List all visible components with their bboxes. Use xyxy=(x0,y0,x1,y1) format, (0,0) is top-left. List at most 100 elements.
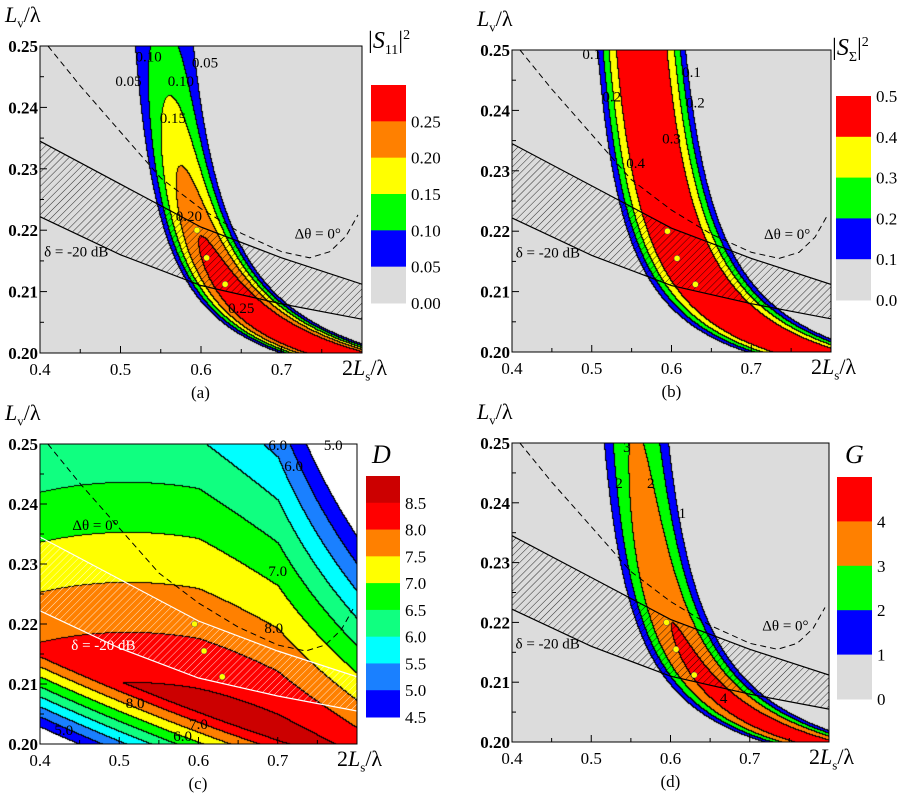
contour-label: 0.2 xyxy=(602,89,621,105)
colorbar-segment xyxy=(837,610,872,656)
x-tick-label: 0.6 xyxy=(661,359,682,378)
y-tick-label: 0.22 xyxy=(480,613,510,632)
contour-label: 0.1 xyxy=(682,65,701,81)
y-label-var: L xyxy=(5,400,18,425)
colorbar-segment xyxy=(837,521,872,567)
contour-field xyxy=(512,443,829,742)
contour-label: 6.0 xyxy=(173,729,192,745)
x-tick-label: 0.7 xyxy=(741,359,763,378)
colorbar-segment xyxy=(371,85,406,122)
marked-point xyxy=(673,255,681,262)
y-axis-label: Lv/λ xyxy=(477,399,513,428)
delta-20db-band xyxy=(40,141,362,320)
colorbar-segment xyxy=(371,194,406,231)
x-tick-label: 0.6 xyxy=(660,749,681,768)
y-label-var: L xyxy=(477,6,490,31)
marked-point xyxy=(691,671,698,679)
x-label-var: L xyxy=(348,746,361,771)
colorbar-title: D xyxy=(372,440,391,470)
x-label-pre: 2 xyxy=(809,744,820,769)
colorbar-label: 4.5 xyxy=(405,708,426,727)
marked-point xyxy=(664,227,671,235)
y-tick-label: 0.21 xyxy=(8,675,38,694)
contour-label: 7.0 xyxy=(268,564,287,580)
colorbar-segment xyxy=(836,96,871,138)
contour-label: 0.05 xyxy=(115,74,141,90)
contour-label: 7.0 xyxy=(189,717,208,733)
y-label-var: L xyxy=(477,399,490,424)
contour-label: 8.0 xyxy=(264,621,283,637)
colorbar-segment xyxy=(371,266,406,304)
y-tick-label: 0.21 xyxy=(480,673,510,692)
colorbar-label: 5.5 xyxy=(405,654,426,673)
y-tick-label: 0.21 xyxy=(8,283,38,302)
y-tick-label: 0.23 xyxy=(8,555,38,574)
colorbar-title-var: G xyxy=(845,440,864,469)
colorbar-label: 0.2 xyxy=(876,209,897,228)
colorbar-label: 3 xyxy=(877,557,886,576)
y-tick-label: 0.25 xyxy=(8,435,38,454)
y-tick-label: 0.23 xyxy=(480,162,510,181)
contour-label: 6.0 xyxy=(268,438,287,454)
curve-label: Δθ = 0° xyxy=(72,518,118,534)
colorbar-segment xyxy=(366,583,400,611)
contour-label: 0.4 xyxy=(626,156,645,172)
colorbar-label: 0.00 xyxy=(411,294,441,313)
delta-theta-zero-curve xyxy=(47,444,354,652)
y-tick-label: 0.22 xyxy=(480,222,510,241)
colorbar-segment xyxy=(837,477,872,522)
band-label: δ = -20 dB xyxy=(516,245,580,261)
colorbar-segment xyxy=(366,609,400,638)
colorbar-segment xyxy=(836,218,871,260)
x-tick-label: 0.7 xyxy=(739,749,761,768)
colorbar-title-sub: 11 xyxy=(384,42,399,58)
delta-20db-band xyxy=(40,537,357,711)
panel-caption: (c) xyxy=(188,774,208,793)
y-label-sub: v xyxy=(489,412,496,428)
colorbar-label: 1 xyxy=(877,646,886,665)
band-upper-boundary xyxy=(512,535,829,676)
plot-frame xyxy=(39,443,358,745)
x-label-pre: 2 xyxy=(337,746,348,771)
colorbar-label: 0 xyxy=(877,690,886,709)
band-upper-boundary xyxy=(40,536,357,678)
colorbar-label: 0.15 xyxy=(411,185,441,204)
x-axis-label: 2Ls/λ xyxy=(342,355,387,384)
y-tick-label: 0.25 xyxy=(480,434,510,453)
x-label-post: /λ xyxy=(365,746,383,771)
colorbar-segment xyxy=(836,259,871,301)
marked-point xyxy=(692,281,699,288)
x-label-var: L xyxy=(820,744,833,769)
marked-point xyxy=(203,254,210,262)
contour-field xyxy=(512,50,831,352)
colorbar-label: 0.1 xyxy=(876,250,897,269)
panel-caption: (b) xyxy=(661,382,682,401)
y-tick-label: 0.20 xyxy=(480,343,510,362)
colorbar-segment xyxy=(366,529,400,557)
colorbar-segment xyxy=(366,502,400,531)
y-label-sub: v xyxy=(17,15,24,31)
colorbar-label: 6.5 xyxy=(405,601,426,620)
colorbar-title-bar: | xyxy=(832,35,837,61)
colorbar-label: 2 xyxy=(877,601,886,620)
y-label-sub: v xyxy=(17,413,24,429)
contour-label: 0.15 xyxy=(160,111,186,127)
contour-label: 0.3 xyxy=(662,132,681,148)
colorbar-title-var: S xyxy=(836,35,849,61)
colorbar-title: |S11|2 xyxy=(368,28,410,59)
contour-label: 4 xyxy=(720,691,728,707)
x-tick-label: 0.6 xyxy=(188,751,209,770)
colorbar-label: 0.20 xyxy=(411,149,441,168)
contour-label: 6.0 xyxy=(284,459,303,475)
y-label-var: L xyxy=(5,2,18,27)
y-tick-label: 0.20 xyxy=(8,735,38,754)
x-label-sub: s xyxy=(360,759,366,775)
colorbar-label: 6.0 xyxy=(405,628,426,647)
band-lower-boundary xyxy=(40,610,357,712)
x-axis-label: 2Ls/λ xyxy=(337,746,382,775)
delta-theta-zero-curve xyxy=(519,443,826,650)
